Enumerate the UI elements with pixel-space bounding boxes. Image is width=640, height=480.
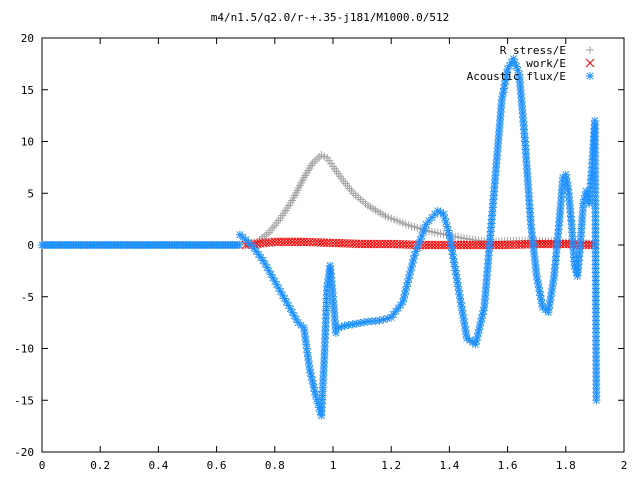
y-tick-label: 10 [21,136,34,149]
x-tick-label: 0 [39,459,46,472]
legend-label: work/E [526,57,566,70]
x-tick-label: 1.2 [381,459,401,472]
x-tick-label: 1.8 [556,459,576,472]
data-point [263,263,272,272]
data-point [315,153,324,162]
data-point [305,361,314,370]
chart-title: m4/n1.5/q2.0/r-+.35-j181/M1000.0/512 [211,11,449,24]
legend-label: R stress/E [500,44,566,57]
x-tick-label: 1 [330,459,337,472]
y-tick-label: -10 [14,343,34,356]
data-point [301,332,310,341]
data-point [456,298,465,307]
y-tick-label: 0 [27,239,34,252]
legend-marker [586,46,594,54]
series-acoustic-flux-e [235,54,601,420]
data-point [454,282,463,291]
data-point [300,327,309,336]
data-point [303,348,312,357]
data-point [312,155,321,164]
data-point [301,336,310,345]
data-point [403,278,412,287]
data-point [310,157,319,166]
x-tick-label: 1.4 [439,459,459,472]
x-tick-label: 0.2 [90,459,110,472]
legend-label: Acoustic flux/E [467,70,566,83]
data-point [284,301,293,310]
y-tick-label: 15 [21,84,34,97]
tick-marks [41,37,625,453]
series-r-stress-e [241,150,599,248]
y-tick-label: -20 [14,446,34,459]
data-point [476,318,485,327]
y-tick-label: -5 [21,291,34,304]
x-tick-label: 2 [621,459,628,472]
y-tick-label: 5 [27,187,34,200]
data-point [261,259,270,268]
x-tick-label: 0.4 [148,459,168,472]
data-point [304,356,313,365]
data-point [299,323,308,332]
x-tick-label: 1.6 [498,459,518,472]
series-layer [38,54,601,420]
data-point [302,340,311,349]
tick-labels: 0 0.2 0.4 0.6 0.8 1 1.2 1.4 1.6 1.8 2 20 15 10 5 0 -5 -10… [14,32,627,472]
data-point [235,241,244,249]
series-acoustic-flux-baseline [38,241,244,249]
legend-marker [586,72,594,80]
data-point [303,352,312,361]
data-point [513,66,522,75]
y-tick-label: 20 [21,32,34,45]
legend-marker [585,58,595,68]
data-point [331,328,340,337]
x-tick-label: 0.8 [265,459,285,472]
y-tick-label: -15 [14,394,34,407]
data-point [417,231,426,240]
data-point [592,396,601,405]
data-point [302,344,311,353]
data-point [274,284,283,293]
x-tick-label: 0.6 [207,459,227,472]
data-point [413,243,422,252]
data-point [420,224,429,233]
